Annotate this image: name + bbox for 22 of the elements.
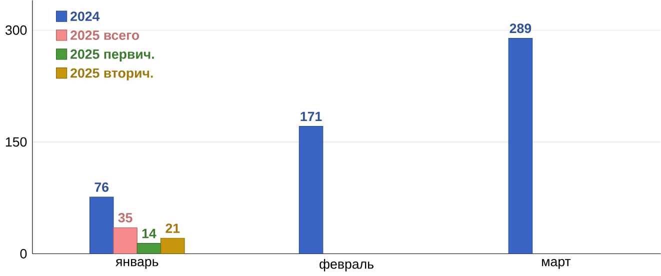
y-tick-label: 150 <box>6 137 27 146</box>
x-tick-label: февраль <box>320 258 374 272</box>
data-label: 35 <box>118 212 132 222</box>
data-label: 14 <box>142 228 156 238</box>
legend-label: 2024 <box>70 11 100 21</box>
legend-label: 2025 всего <box>70 30 140 40</box>
legend-label: 2025 вторич. <box>70 68 153 80</box>
data-label: 171 <box>300 112 322 121</box>
x-tick-label: март <box>542 258 571 269</box>
data-label: 76 <box>94 182 109 192</box>
x-tick-label: январь <box>116 258 158 269</box>
y-tick-label: 0 <box>20 248 27 258</box>
legend-label: 2025 первич. <box>70 49 154 62</box>
bar <box>298 126 324 254</box>
bar <box>89 196 114 254</box>
data-label: 289 <box>510 23 532 33</box>
bar <box>113 227 138 254</box>
y-tick-label: 300 <box>5 25 27 35</box>
bar <box>136 242 162 254</box>
bar <box>160 238 185 254</box>
bar <box>508 38 533 254</box>
data-label: 21 <box>166 223 180 233</box>
